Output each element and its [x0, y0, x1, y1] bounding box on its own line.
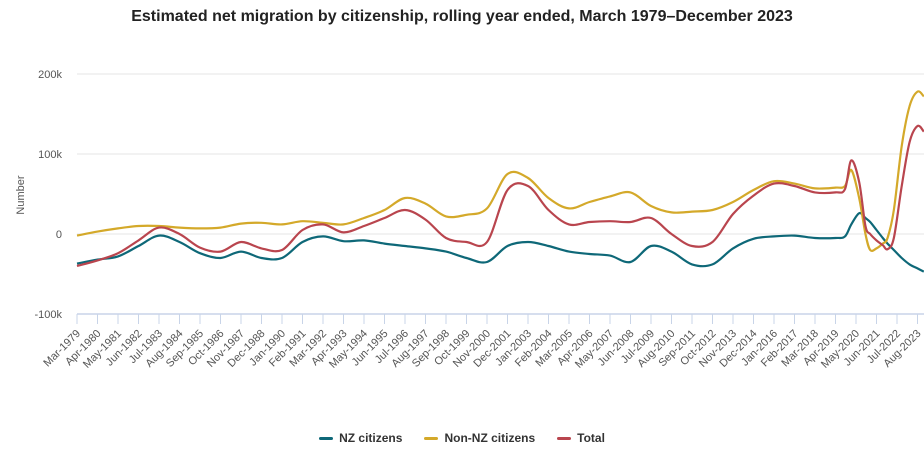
- y-tick-label: 0: [56, 229, 62, 241]
- legend: NZ citizens Non-NZ citizens Total: [0, 431, 924, 445]
- legend-item-non-nz[interactable]: Non-NZ citizens: [424, 431, 535, 445]
- legend-swatch: [319, 437, 334, 441]
- y-tick-label: 200k: [38, 69, 62, 81]
- series-line-non-nz-citizens: [76, 90, 924, 253]
- chart-title: Estimated net migration by citizenship, …: [131, 8, 793, 25]
- legend-label: NZ citizens: [339, 431, 403, 445]
- y-tick-label: -100k: [34, 309, 62, 321]
- legend-label: Non-NZ citizens: [444, 431, 536, 445]
- y-tick-label: 100k: [38, 149, 62, 161]
- legend-swatch: [557, 437, 572, 441]
- legend-label: Total: [577, 431, 605, 445]
- y-axis-label: Number: [15, 175, 27, 214]
- series-line-total: [76, 124, 924, 268]
- series-line-nz-citizens: [76, 211, 924, 273]
- legend-swatch: [424, 437, 439, 441]
- legend-item-total[interactable]: Total: [557, 431, 605, 445]
- legend-item-nz[interactable]: NZ citizens: [319, 431, 402, 445]
